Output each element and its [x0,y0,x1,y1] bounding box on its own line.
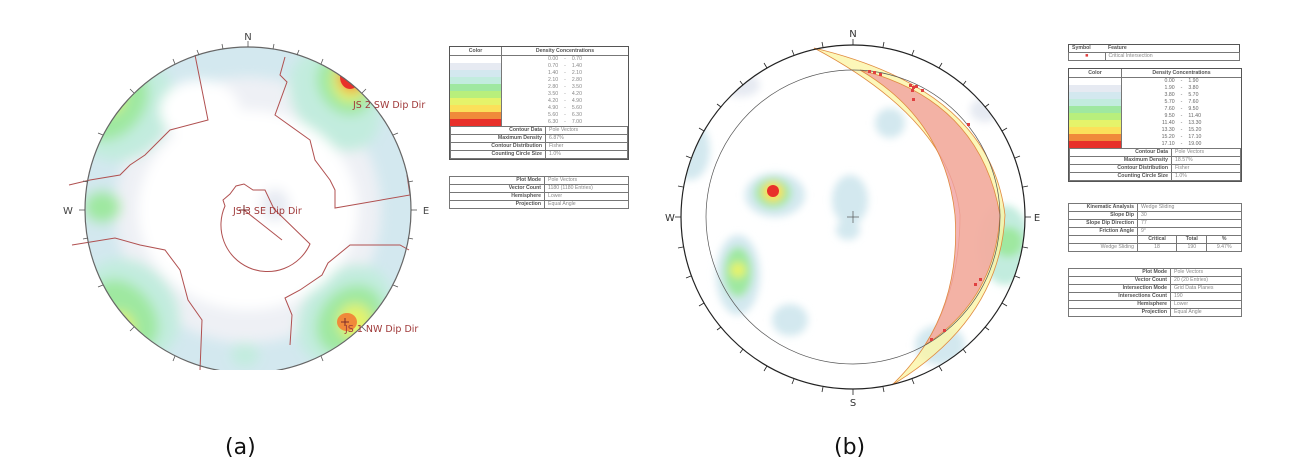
legend-range: 3.50-4.20 [548,91,582,97]
legend-swatch [450,63,501,70]
legend-range: 7.60-9.50 [1164,106,1199,112]
legend-range: 15.20-17.10 [1161,134,1202,140]
degree-ticks-b [675,39,1031,395]
contour-props-b: Contour Data Pole Vectors Maximum Density… [1069,148,1241,181]
legend-b-density: Color Density Concentrations 0.00-1.90 1.… [1068,68,1242,182]
set-label-js2: JS 2 SW Dip Dir [352,100,425,111]
caption-b: (b) [834,435,866,460]
kinematic-table-b: Kinematic Analysis Wedge Sliding Slope Di… [1068,203,1242,252]
legend-swatch [450,119,501,126]
legend-swatch [450,70,501,77]
compass-n-a: N [244,32,251,43]
color-header-b: Color [1069,69,1122,77]
compass-e-b: E [1034,213,1040,224]
legend-swatch [1069,141,1121,148]
stereonet-a: N S W E JS 2 SW Dip Dir JS 3 SE Dip Dir … [63,32,429,370]
legend-range: 4.20-4.90 [548,98,582,104]
density-ranges-a: 0.00-0.70 0.70-1.40 1.40-2.10 2.10-2.80 2.80… [502,56,628,126]
compass-s-b: S [850,398,856,409]
legend-swatch [450,84,501,91]
legend-swatch [1069,99,1121,106]
critical-intersection-symbol-icon: ■ [1068,52,1106,61]
legend-range: 4.90-5.60 [548,105,582,111]
legend-swatch [1069,92,1121,99]
legend-swatch [450,56,501,63]
density-contours-a [85,47,411,370]
legend-range: 6.30-7.00 [548,119,582,125]
legend-range: 11.40-13.30 [1162,120,1202,126]
compass-w-a: W [63,206,73,217]
density-ranges-b: 0.00-1.90 1.90-3.80 3.80-5.70 5.70-7.60 7.60… [1122,78,1241,148]
color-header-a: Color [450,47,502,55]
legend-range: 17.10-19.00 [1161,141,1202,147]
legend-range: 1.40-2.10 [548,70,582,76]
caption-a: (a) [225,435,256,460]
legend-swatch [450,91,501,98]
plot-info-b: Plot Mode Pole Vectors Vector Count 20 (20… [1068,268,1242,317]
legend-a-density: Color Density Concentrations 0.00-0.70 0.… [449,46,629,160]
symbol-table-b: Symbol Feature ■ Critical Intersection [1068,44,1240,61]
legend-swatch [450,105,501,112]
center-cross-b [847,211,859,223]
set-label-js3: JS 3 SE Dip Dir [232,206,302,217]
set-windows-a [68,54,411,370]
legend-range: 0.70-1.40 [548,63,582,69]
mean-pole-markers-a [239,205,349,326]
color-swatches-b [1069,78,1122,148]
contour-props-a: Contour Data Pole Vectors Maximum Density… [450,126,628,159]
legend-range: 9.50-11.40 [1164,113,1201,119]
legend-range: 2.10-2.80 [548,77,582,83]
legend-swatch [1069,113,1121,120]
legend-swatch [1069,127,1121,134]
density-header-b: Density Concentrations [1152,70,1211,76]
critical-intersection-points [868,70,982,341]
legend-swatch [1069,120,1121,127]
color-swatches-a [450,56,502,126]
legend-swatch [450,112,501,119]
plot-info-a: Plot Mode Pole Vectors Vector Count 1180 (… [449,176,629,209]
legend-swatch [1069,134,1121,141]
stereonet-b: N S W E [665,29,1040,409]
compass-w-b: W [665,213,675,224]
friction-cone-circle [705,69,1001,365]
density-header-a: Density Concentrations [535,48,595,54]
legend-swatch [450,77,501,84]
legend-range: 0.00-0.70 [548,56,582,62]
compass-e-a: E [423,206,429,217]
legend-range: 0.00-1.90 [1164,78,1199,84]
degree-ticks-a [79,41,417,362]
legend-swatch [450,98,501,105]
legend-swatch [1069,85,1121,92]
legend-range: 5.70-7.60 [1164,99,1199,105]
legend-range: 5.60-6.30 [548,112,582,118]
compass-n-b: N [849,29,856,40]
legend-swatch [1069,78,1121,85]
legend-range: 3.80-5.70 [1164,92,1199,98]
legend-range: 1.90-3.80 [1164,85,1199,91]
legend-range: 2.80-3.50 [548,84,582,90]
legend-range: 13.30-15.20 [1161,127,1202,133]
set-label-js1: JS 1 NW Dip Dir [344,324,418,335]
legend-swatch [1069,106,1121,113]
critical-zone [859,69,1001,346]
